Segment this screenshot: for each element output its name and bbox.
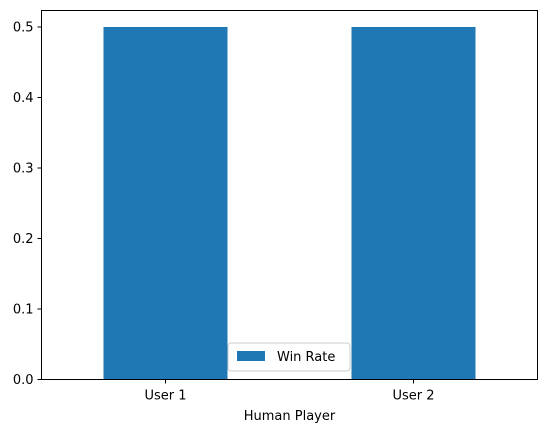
legend: Win Rate	[227, 342, 351, 372]
y-tick-label: 0.5	[13, 21, 34, 36]
x-tick-label: User 2	[392, 389, 434, 404]
bar-user-2	[351, 27, 476, 380]
x-axis-label: Human Player	[244, 409, 336, 424]
x-axis-ticks: User 1 User 2	[144, 379, 435, 404]
x-tick-label: User 1	[144, 389, 186, 404]
y-axis-ticks: 0.0 0.1 0.2 0.3 0.4 0.5	[13, 21, 42, 388]
y-tick-label: 0.0	[13, 373, 34, 388]
y-tick-label: 0.3	[13, 162, 34, 177]
legend-label-win-rate: Win Rate	[277, 350, 335, 365]
bar-user-1	[103, 27, 228, 380]
plot-frame	[41, 10, 538, 380]
y-tick-label: 0.1	[13, 303, 34, 318]
legend-swatch-win-rate	[237, 351, 265, 361]
legend-frame	[227, 342, 351, 372]
bars-group	[103, 27, 476, 380]
y-tick-label: 0.2	[13, 232, 34, 247]
y-tick-label: 0.4	[13, 91, 34, 106]
